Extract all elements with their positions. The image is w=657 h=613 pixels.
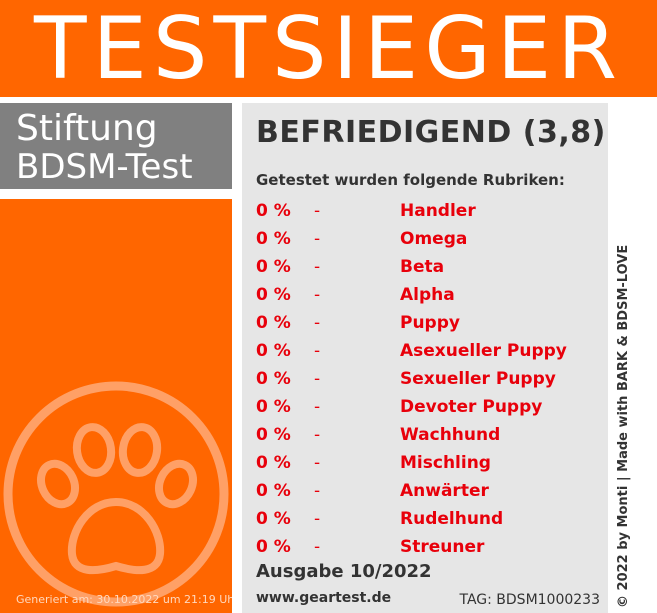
list-item: 0 % - Omega: [256, 225, 606, 253]
copyright-vertical: © 2022 by Monti | Made with BARK & BDSM-…: [616, 244, 631, 608]
list-item: 0 % - Anwärter: [256, 477, 606, 505]
rubrik-percent: 0 %: [256, 257, 291, 277]
list-item: 0 % - Mischling: [256, 449, 606, 477]
rubrik-name: Devoter Puppy: [400, 397, 543, 417]
rubrik-name: Rudelhund: [400, 509, 504, 529]
rubrik-dash: -: [314, 257, 321, 277]
paw-icon: [3, 381, 229, 607]
rubrik-name: Wachhund: [400, 425, 501, 445]
rubriken-heading: Getestet wurden folgende Rubriken:: [256, 171, 565, 189]
banner-title: TESTSIEGER: [33, 0, 624, 99]
rubrik-percent: 0 %: [256, 313, 291, 333]
divider: [0, 97, 242, 103]
rubrik-name: Asexueller Puppy: [400, 341, 567, 361]
list-item: 0 % - Streuner: [256, 533, 606, 561]
rubrik-name: Alpha: [400, 285, 455, 305]
rubrik-dash: -: [314, 201, 321, 221]
rubrik-name: Beta: [400, 257, 445, 277]
list-item: 0 % - Rudelhund: [256, 505, 606, 533]
rubrik-percent: 0 %: [256, 537, 291, 557]
brand-line1: Stiftung: [16, 108, 158, 149]
rubrik-dash: -: [314, 537, 321, 557]
rubrik-percent: 0 %: [256, 369, 291, 389]
rubrik-name: Mischling: [400, 453, 491, 473]
rubrik-dash: -: [314, 369, 321, 389]
rubrik-dash: -: [314, 313, 321, 333]
rubrik-percent: 0 %: [256, 201, 291, 221]
list-item: 0 % - Sexueller Puppy: [256, 365, 606, 393]
rubrik-percent: 0 %: [256, 229, 291, 249]
list-item: 0 % - Wachhund: [256, 421, 606, 449]
list-item: 0 % - Handler: [256, 197, 606, 225]
rubrik-name: Puppy: [400, 313, 460, 333]
rubrik-name: Streuner: [400, 537, 485, 557]
list-item: 0 % - Puppy: [256, 309, 606, 337]
rubrik-percent: 0 %: [256, 341, 291, 361]
website-link[interactable]: www.geartest.de: [256, 590, 392, 606]
list-item: 0 % - Asexueller Puppy: [256, 337, 606, 365]
rubrik-name: Handler: [400, 201, 476, 221]
rubrik-percent: 0 %: [256, 285, 291, 305]
rubrik-dash: -: [314, 285, 321, 305]
rating-title: BEFRIEDIGEND (3,8): [256, 115, 606, 150]
rubriken-list: 0 % - Handler 0 % - Omega 0 % - Beta 0 % - Alpha…: [256, 197, 606, 561]
rubrik-dash: -: [314, 229, 321, 249]
brand-box: Stiftung BDSM-Test: [0, 103, 232, 189]
rubrik-percent: 0 %: [256, 509, 291, 529]
rubrik-dash: -: [314, 509, 321, 529]
rubrik-dash: -: [314, 397, 321, 417]
orange-side-panel: Generiert am: 30.10.2022 um 21:19 Uhr: [0, 199, 232, 613]
rubrik-percent: 0 %: [256, 481, 291, 501]
list-item: 0 % - Beta: [256, 253, 606, 281]
brand-line2: BDSM-Test: [16, 147, 193, 187]
list-item: 0 % - Devoter Puppy: [256, 393, 606, 421]
issue-label: Ausgabe 10/2022: [256, 561, 432, 582]
testsieger-banner: TESTSIEGER: [0, 0, 657, 99]
rubrik-dash: -: [314, 425, 321, 445]
list-item: 0 % - Alpha: [256, 281, 606, 309]
rubrik-dash: -: [314, 453, 321, 473]
rubrik-dash: -: [314, 481, 321, 501]
rubrik-name: Anwärter: [400, 481, 489, 501]
tag-id: TAG: BDSM1000233: [459, 592, 600, 608]
rubrik-percent: 0 %: [256, 425, 291, 445]
rubrik-percent: 0 %: [256, 397, 291, 417]
rubrik-name: Sexueller Puppy: [400, 369, 556, 389]
result-panel: BEFRIEDIGEND (3,8) Getestet wurden folge…: [242, 103, 608, 613]
rubrik-percent: 0 %: [256, 453, 291, 473]
rubrik-name: Omega: [400, 229, 468, 249]
rubrik-dash: -: [314, 341, 321, 361]
generated-date: Generiert am: 30.10.2022 um 21:19 Uhr: [16, 593, 232, 606]
